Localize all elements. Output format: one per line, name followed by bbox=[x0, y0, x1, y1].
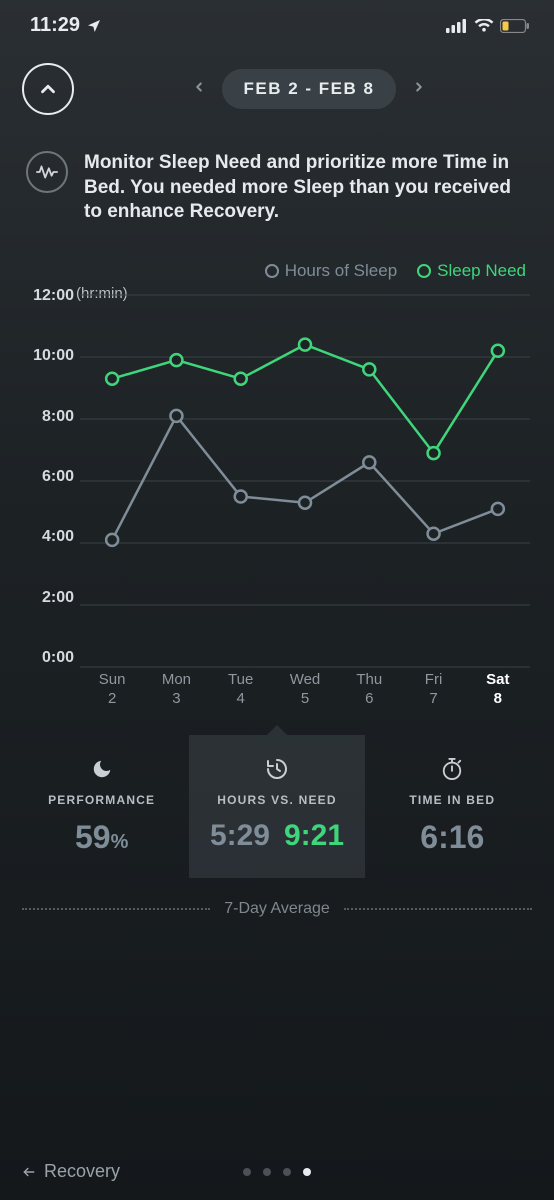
arrow-left-icon bbox=[20, 1165, 38, 1179]
back-link[interactable]: Recovery bbox=[20, 1161, 120, 1182]
hours-need: 9:21 bbox=[284, 819, 344, 853]
performance-label: PERFORMANCE bbox=[48, 793, 155, 807]
seven-day-average-divider: 7-Day Average bbox=[0, 878, 554, 918]
y-tick-label: 12:00 bbox=[18, 287, 74, 305]
date-range-pill[interactable]: FEB 2 - FEB 8 bbox=[222, 69, 397, 109]
insight-row: Monitor Sleep Need and prioritize more T… bbox=[0, 125, 554, 235]
moon-icon bbox=[91, 755, 113, 783]
performance-card[interactable]: PERFORMANCE 59% bbox=[14, 735, 189, 878]
wifi-icon bbox=[474, 19, 494, 33]
y-tick-label: 6:00 bbox=[18, 468, 74, 486]
time-in-bed-label: TIME IN BED bbox=[409, 793, 495, 807]
chevron-up-icon bbox=[37, 78, 59, 100]
hours-vs-need-values: 5:29 9:21 bbox=[210, 819, 344, 853]
performance-unit: % bbox=[111, 831, 129, 853]
next-week-button[interactable] bbox=[406, 72, 432, 107]
page-dot[interactable] bbox=[263, 1168, 271, 1176]
clock-history-icon bbox=[265, 755, 289, 783]
x-tick-label: Thu6 bbox=[337, 671, 401, 717]
divider-line-right bbox=[344, 908, 532, 910]
y-tick-label: 8:00 bbox=[18, 408, 74, 426]
stopwatch-icon bbox=[441, 755, 463, 783]
legend-item: Sleep Need bbox=[417, 261, 526, 281]
x-tick-label: Fri7 bbox=[401, 671, 465, 717]
chevron-left-icon bbox=[192, 78, 206, 96]
y-axis-labels: 12:00 10:00 8:00 6:00 4:00 2:00 0:00 bbox=[18, 287, 74, 667]
time-in-bed-value: 6:16 bbox=[420, 819, 484, 856]
x-tick-label: Sun2 bbox=[80, 671, 144, 717]
x-axis-labels: Sun2Mon3Tue4Wed5Thu6Fri7Sat8 bbox=[80, 671, 530, 717]
status-time: 11:29 bbox=[30, 14, 80, 37]
page-dot[interactable] bbox=[303, 1168, 311, 1176]
sleep-chart: Hours of SleepSleep Need (hr:min) 12:001… bbox=[0, 235, 554, 717]
x-tick-label: Sat8 bbox=[466, 671, 530, 717]
back-label: Recovery bbox=[44, 1161, 120, 1182]
chart-legend: Hours of Sleep Sleep Need bbox=[18, 261, 536, 281]
date-navigator: FEB 2 - FEB 8 bbox=[86, 69, 532, 109]
performance-value: 59% bbox=[75, 819, 128, 856]
collapse-button[interactable] bbox=[22, 63, 74, 115]
whoop-logo-icon bbox=[26, 151, 68, 193]
chart-plot bbox=[80, 295, 530, 667]
x-tick-label: Mon3 bbox=[144, 671, 208, 717]
time-in-bed-card[interactable]: TIME IN BED 6:16 bbox=[365, 735, 540, 878]
seven-day-average-label: 7-Day Average bbox=[224, 900, 330, 918]
status-right bbox=[446, 19, 530, 33]
legend-label: Hours of Sleep bbox=[285, 261, 397, 281]
legend-marker-icon bbox=[417, 264, 431, 278]
location-arrow-icon bbox=[86, 18, 102, 34]
prev-week-button[interactable] bbox=[186, 72, 212, 107]
chevron-right-icon bbox=[412, 78, 426, 96]
y-tick-label: 2:00 bbox=[18, 589, 74, 607]
footer: Recovery bbox=[0, 1161, 554, 1200]
header: FEB 2 - FEB 8 bbox=[0, 45, 554, 125]
hours-vs-need-label: HOURS VS. NEED bbox=[217, 793, 337, 807]
page-dot[interactable] bbox=[243, 1168, 251, 1176]
page-dot[interactable] bbox=[283, 1168, 291, 1176]
cell-signal-icon bbox=[446, 19, 468, 33]
hours-vs-need-card[interactable]: HOURS VS. NEED 5:29 9:21 bbox=[189, 735, 364, 878]
stats-row: PERFORMANCE 59% HOURS VS. NEED 5:29 9:21… bbox=[14, 735, 540, 878]
performance-number: 59 bbox=[75, 819, 111, 855]
y-tick-label: 10:00 bbox=[18, 347, 74, 365]
status-left: 11:29 bbox=[30, 14, 102, 37]
x-tick-label: Wed5 bbox=[273, 671, 337, 717]
x-tick-label: Tue4 bbox=[209, 671, 273, 717]
hours-actual: 5:29 bbox=[210, 819, 270, 853]
legend-label: Sleep Need bbox=[437, 261, 526, 281]
insight-text: Monitor Sleep Need and prioritize more T… bbox=[84, 151, 528, 225]
page-indicator bbox=[243, 1168, 311, 1176]
battery-icon bbox=[500, 19, 530, 33]
y-tick-label: 4:00 bbox=[18, 528, 74, 546]
status-bar: 11:29 bbox=[0, 0, 554, 45]
divider-line-left bbox=[22, 908, 210, 910]
y-tick-label: 0:00 bbox=[18, 649, 74, 667]
legend-marker-icon bbox=[265, 264, 279, 278]
legend-item: Hours of Sleep bbox=[265, 261, 397, 281]
